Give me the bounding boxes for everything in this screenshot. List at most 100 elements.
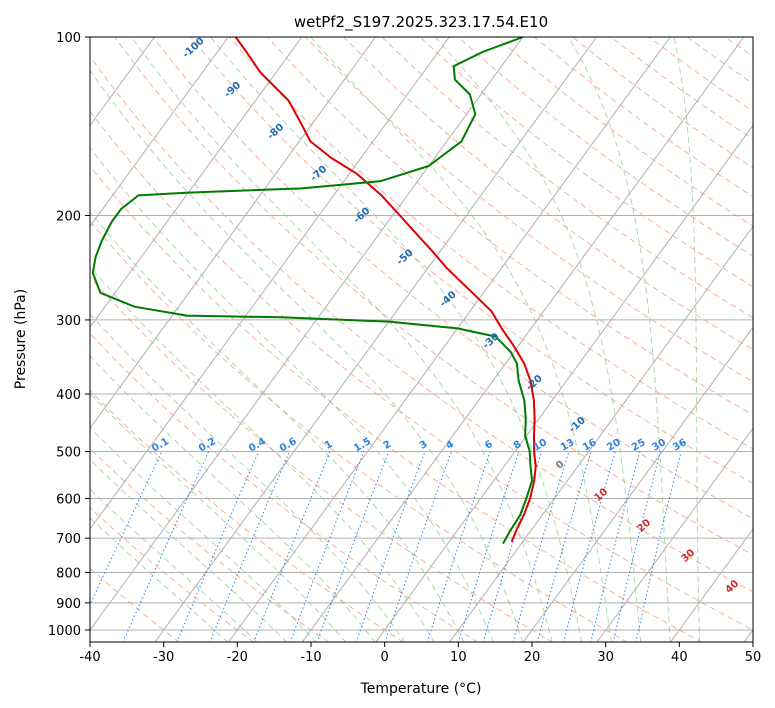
moist-adiabat <box>90 211 465 642</box>
dry-adiabat <box>90 276 554 642</box>
dry-adiabat <box>763 37 775 643</box>
moist-adiabat <box>434 37 642 642</box>
isotherm <box>154 37 597 642</box>
x-tick-label: 50 <box>745 650 762 665</box>
isotherm <box>596 427 753 642</box>
x-tick-label: -10 <box>300 650 321 665</box>
dry-adiabat <box>305 37 753 383</box>
mixing-ratio-label: 1 <box>323 439 335 452</box>
dry-adiabat <box>724 37 753 58</box>
y-tick-label: 1000 <box>48 624 81 639</box>
temperature-line <box>234 37 537 543</box>
zero-label: 0 <box>554 459 567 472</box>
mixing-ratio-line <box>612 451 661 642</box>
moist-adiabat <box>90 355 376 642</box>
mixing-ratio-line <box>209 451 290 642</box>
mixing-ratio-label: 6 <box>483 439 495 452</box>
isotherm <box>522 326 753 642</box>
mixing-ratio-line <box>176 451 260 642</box>
mixing-ratio-line <box>253 451 331 642</box>
x-tick-label: -40 <box>79 650 100 665</box>
mixing-ratio-label: 4 <box>444 439 456 452</box>
background-grid <box>0 37 775 643</box>
axes: -40 -30 -20 -10 0 10 20 30 40 5010020030040050060… <box>48 31 761 665</box>
theta-label: 30 <box>679 547 697 565</box>
mixing-ratio-label: 3 <box>418 439 430 452</box>
y-tick-label: 800 <box>56 567 81 582</box>
moist-adiabat <box>90 69 524 642</box>
isotherm <box>375 124 753 642</box>
moist-adiabat <box>90 313 406 642</box>
moist-adiabat <box>210 37 583 642</box>
x-axis-label: Temperature (°C) <box>360 681 482 697</box>
moist-adiabat <box>90 146 494 642</box>
dry-adiabat <box>90 165 703 642</box>
moist-adiabat <box>131 37 553 642</box>
mixing-ratio-line <box>563 451 616 642</box>
moist-adiabat <box>567 37 671 642</box>
mixing-ratio-line <box>316 451 390 642</box>
theta-label: 20 <box>635 517 653 535</box>
dry-adiabat <box>266 37 753 416</box>
isotherm <box>0 37 7 643</box>
dry-adiabat <box>495 37 753 227</box>
dry-adiabat <box>90 332 479 642</box>
y-axis-label: Pressure (hPa) <box>13 289 29 389</box>
y-tick-label: 400 <box>56 388 81 403</box>
isotherm <box>448 225 753 642</box>
isotherm <box>90 37 450 530</box>
y-tick-label: 600 <box>56 492 81 507</box>
mixing-ratio-line <box>512 451 570 642</box>
dry-adiabat <box>419 37 753 288</box>
dry-adiabat <box>90 55 753 593</box>
isotherm <box>743 629 753 642</box>
isotherm <box>90 37 524 631</box>
isotherm <box>669 528 753 642</box>
y-tick-label: 300 <box>56 314 81 329</box>
isotherm <box>90 37 376 430</box>
isotherm <box>227 37 671 642</box>
y-tick-label: 500 <box>56 445 81 460</box>
x-tick-label: 20 <box>524 650 541 665</box>
dry-adiabat <box>686 37 753 85</box>
profile-lines <box>91 37 537 545</box>
mixing-ratio-line <box>536 451 592 642</box>
moist-adiabat <box>90 488 258 642</box>
dry-adiabat <box>90 220 628 642</box>
x-tick-label: -20 <box>227 650 248 665</box>
theta-label: 40 <box>723 578 741 596</box>
plot-frame <box>89 36 754 643</box>
mixing-ratio-line <box>355 451 426 642</box>
theta-label: 10 <box>592 486 610 504</box>
moist-adiabat <box>90 265 435 642</box>
moist-adiabat <box>90 392 347 642</box>
dry-adiabat <box>343 37 753 351</box>
chart-title: wetPf2_S197.2025.323.17.54.E10 <box>294 13 548 32</box>
mixing-ratio-line <box>482 451 543 642</box>
isohume-label: -40 <box>438 289 459 309</box>
isotherm <box>301 37 745 642</box>
dry-adiabat <box>457 37 753 257</box>
x-tick-label: 40 <box>671 650 688 665</box>
isohume-label: -60 <box>352 206 373 226</box>
moist-adiabat <box>310 37 612 642</box>
isohume-label: -50 <box>395 247 416 267</box>
dry-adiabat <box>228 37 753 450</box>
mixing-ratio-line <box>90 451 163 607</box>
x-tick-label: 10 <box>450 650 467 665</box>
isohume-label: -10 <box>567 415 588 435</box>
y-tick-label: 700 <box>56 532 81 547</box>
mixing-ratio-line <box>590 451 641 642</box>
x-tick-label: -30 <box>153 650 174 665</box>
moist-adiabat <box>90 458 288 642</box>
y-tick-label: 100 <box>56 31 81 46</box>
isohume-label: -90 <box>222 80 243 100</box>
moist-adiabat <box>90 517 229 642</box>
mixing-ratio-line <box>384 451 452 642</box>
y-tick-label: 900 <box>56 597 81 612</box>
mixing-ratio-line <box>635 451 682 642</box>
isotherm <box>90 37 303 329</box>
moist-adiabat <box>673 37 701 642</box>
dry-adiabat <box>572 37 753 169</box>
